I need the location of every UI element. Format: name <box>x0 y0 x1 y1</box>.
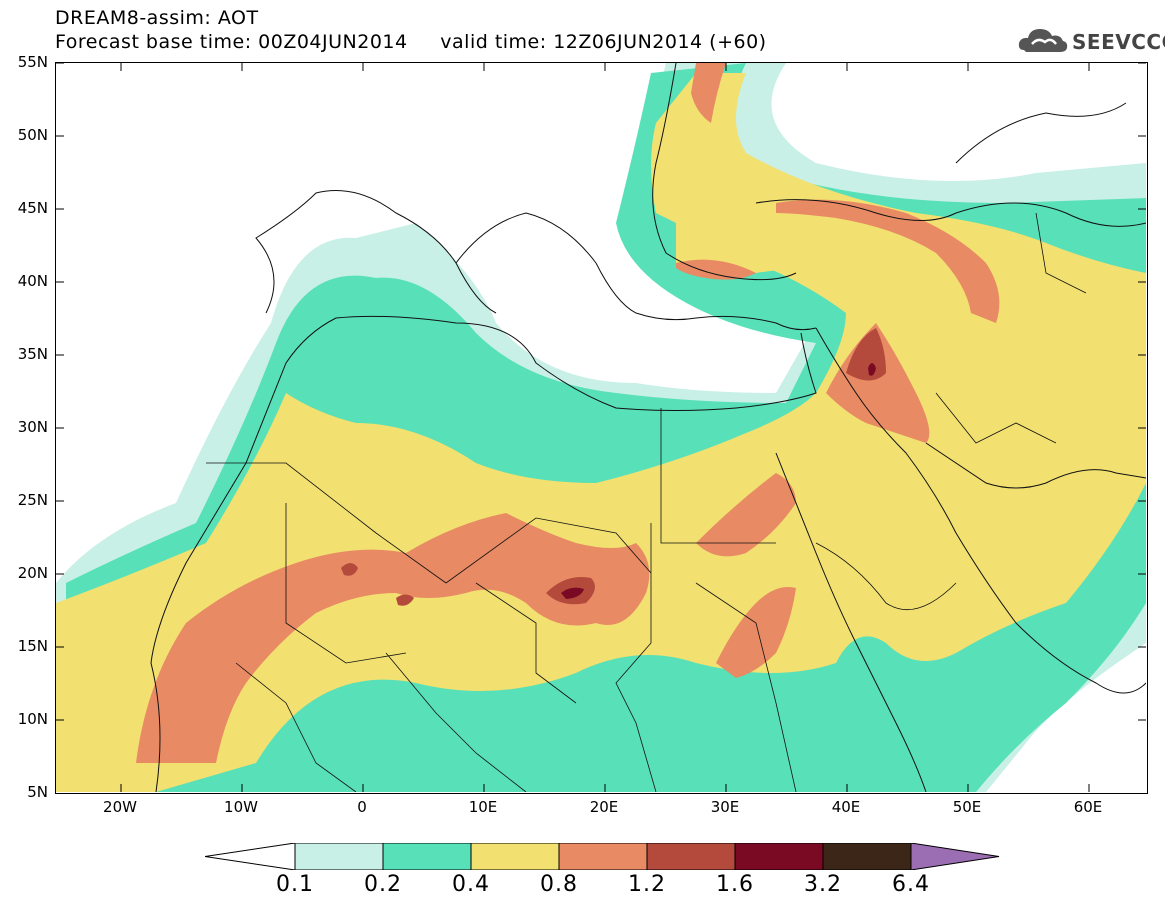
colorbar-label: 0.1 <box>276 872 314 897</box>
aot-level-0-4-north <box>676 173 1046 373</box>
aot-level-0-8-iraq <box>826 323 930 443</box>
aot-level-0-8 <box>136 513 650 763</box>
colorbar-bin <box>382 843 472 870</box>
aot-level-0-8-sudan <box>696 473 796 557</box>
aot-level-1-2-iraq <box>846 328 886 381</box>
country-borders <box>206 212 1087 792</box>
lon-label: 10W <box>224 798 258 816</box>
lat-label: 40N <box>17 272 48 290</box>
aot-map <box>55 62 1148 794</box>
title-line-1: DREAM8-assim: AOT <box>55 7 259 29</box>
lat-label: 15N <box>17 637 48 655</box>
colorbar-label: 0.8 <box>540 872 578 897</box>
aot-level-0-8-black-sea <box>691 63 726 123</box>
lat-label: 55N <box>17 53 48 71</box>
seevccc-logo: SEEVCCC <box>1018 24 1165 58</box>
lat-label: 20N <box>17 564 48 582</box>
cloud-icon <box>1018 29 1068 52</box>
colorbar-bin <box>558 843 648 870</box>
lat-label: 45N <box>17 199 48 217</box>
aot-level-1-6 <box>561 587 584 599</box>
title-line-2: Forecast base time: 00Z04JUN2014 valid t… <box>55 31 767 53</box>
aot-level-0-8-red-sea <box>716 587 796 678</box>
colorbar-label: 1.2 <box>628 872 666 897</box>
lon-label: 20E <box>589 798 619 816</box>
colorbar-bin <box>822 843 912 870</box>
colorbar-bin <box>470 843 560 870</box>
colorbar-label: 0.4 <box>452 872 490 897</box>
colorbar-label: 1.6 <box>716 872 754 897</box>
aot-level-0-8-caucasus <box>776 199 1000 323</box>
lon-label: 50E <box>952 798 982 816</box>
lat-label: 35N <box>17 345 48 363</box>
colorbar-over <box>910 843 1000 870</box>
colorbar-under <box>205 843 296 870</box>
lon-label: 60E <box>1073 798 1103 816</box>
colorbar <box>205 843 1000 870</box>
aot-level-0-8-turkey <box>676 259 756 280</box>
coastlines <box>150 63 1146 792</box>
graticule-ticks <box>56 63 1146 792</box>
aot-level-1-6-iraq <box>868 363 876 376</box>
lat-label: 5N <box>27 783 48 801</box>
aot-level-1-2-niger <box>396 594 414 606</box>
lon-label: 0 <box>357 798 367 816</box>
colorbar-bin <box>646 843 736 870</box>
lon-label: 30E <box>710 798 740 816</box>
lat-label: 30N <box>17 418 48 436</box>
colorbar-bin <box>734 843 824 870</box>
colorbar-label: 0.2 <box>364 872 402 897</box>
lon-label: 40E <box>831 798 861 816</box>
colorbar-label: 6.4 <box>892 872 930 897</box>
aot-field <box>56 63 1146 792</box>
lat-label: 25N <box>17 491 48 509</box>
aot-level-1-2-mali <box>341 563 358 576</box>
lat-label: 50N <box>17 126 48 144</box>
lon-label: 20W <box>103 798 137 816</box>
logo-text: SEEVCCC <box>1072 30 1165 54</box>
colorbar-bin <box>294 843 384 870</box>
lat-label: 10N <box>17 710 48 728</box>
lon-label: 10E <box>468 798 498 816</box>
colorbar-label: 3.2 <box>804 872 842 897</box>
